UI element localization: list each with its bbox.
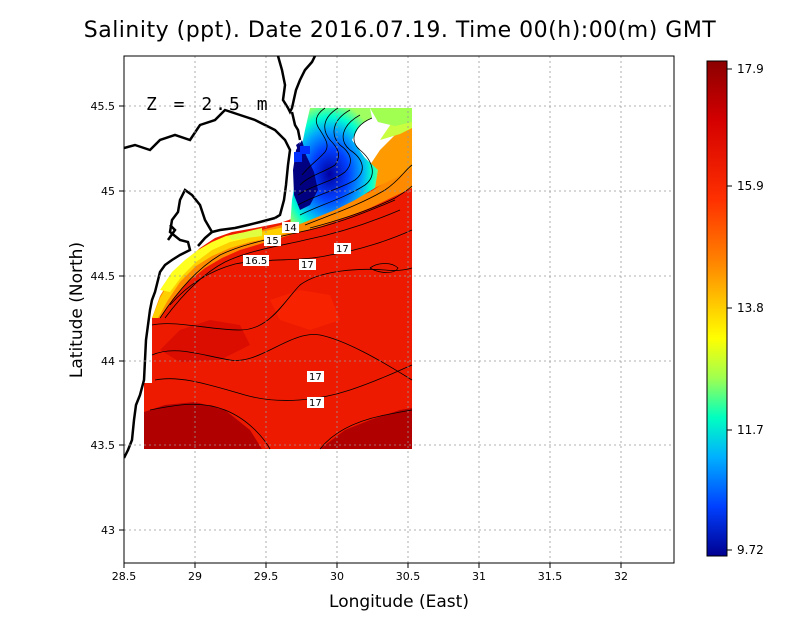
x-tick-label: 30 bbox=[330, 570, 344, 583]
y-tick-label: 43.5 bbox=[91, 439, 116, 452]
x-tick-label: 28.5 bbox=[112, 570, 137, 583]
x-tick-label: 32 bbox=[614, 570, 628, 583]
grid bbox=[124, 56, 674, 563]
contour-label: 17 bbox=[309, 398, 322, 409]
x-tick-label: 29 bbox=[188, 570, 202, 583]
colorbar-label: 17.9 bbox=[737, 62, 764, 76]
y-tick-label: 45.5 bbox=[91, 100, 116, 113]
colorbar-ticks bbox=[727, 68, 732, 551]
y-tick-label: 44 bbox=[101, 355, 115, 368]
y-tick-labels: 43 43.5 44 44.5 45 45.5 bbox=[91, 100, 116, 537]
salinity-field bbox=[124, 107, 413, 563]
x-tick-label: 31 bbox=[472, 570, 486, 583]
plot-frame bbox=[123, 55, 675, 564]
contour-label: 17 bbox=[336, 244, 349, 255]
colorbar-label: 15.9 bbox=[737, 179, 764, 193]
plot-title: Salinity (ppt). Date 2016.07.19. Time 00… bbox=[83, 18, 717, 43]
x-tick-label: 31.5 bbox=[538, 570, 563, 583]
axis-ticks bbox=[119, 105, 622, 568]
coastline bbox=[124, 56, 317, 459]
colorbar-label: 9.72 bbox=[737, 543, 764, 557]
colorbar-label: 13.8 bbox=[737, 301, 764, 315]
contour-label: 14 bbox=[284, 223, 297, 234]
contour-label: 15 bbox=[266, 236, 279, 247]
y-tick-label: 45 bbox=[101, 185, 115, 198]
contour-label: 16.5 bbox=[245, 256, 267, 267]
y-axis-label: Latitude (North) bbox=[67, 242, 87, 378]
colorbar bbox=[706, 60, 728, 557]
x-tick-label: 30.5 bbox=[396, 570, 421, 583]
x-tick-label: 29.5 bbox=[254, 570, 279, 583]
contour-labels: 14 15 16.5 17 17 17 17 bbox=[243, 222, 351, 409]
contour-label: 17 bbox=[301, 260, 314, 271]
x-tick-labels: 28.5 29 29.5 30 30.5 31 31.5 32 bbox=[112, 570, 628, 583]
colorbar-label: 11.7 bbox=[737, 423, 764, 437]
y-tick-label: 43 bbox=[101, 524, 115, 537]
contour-label: 17 bbox=[309, 372, 322, 383]
x-axis-label: Longitude (East) bbox=[329, 592, 469, 612]
y-tick-label: 44.5 bbox=[91, 270, 116, 283]
depth-label: Z = 2.5 m bbox=[146, 94, 271, 115]
colorbar-labels: 17.9 15.9 13.8 11.7 9.72 bbox=[737, 62, 764, 557]
